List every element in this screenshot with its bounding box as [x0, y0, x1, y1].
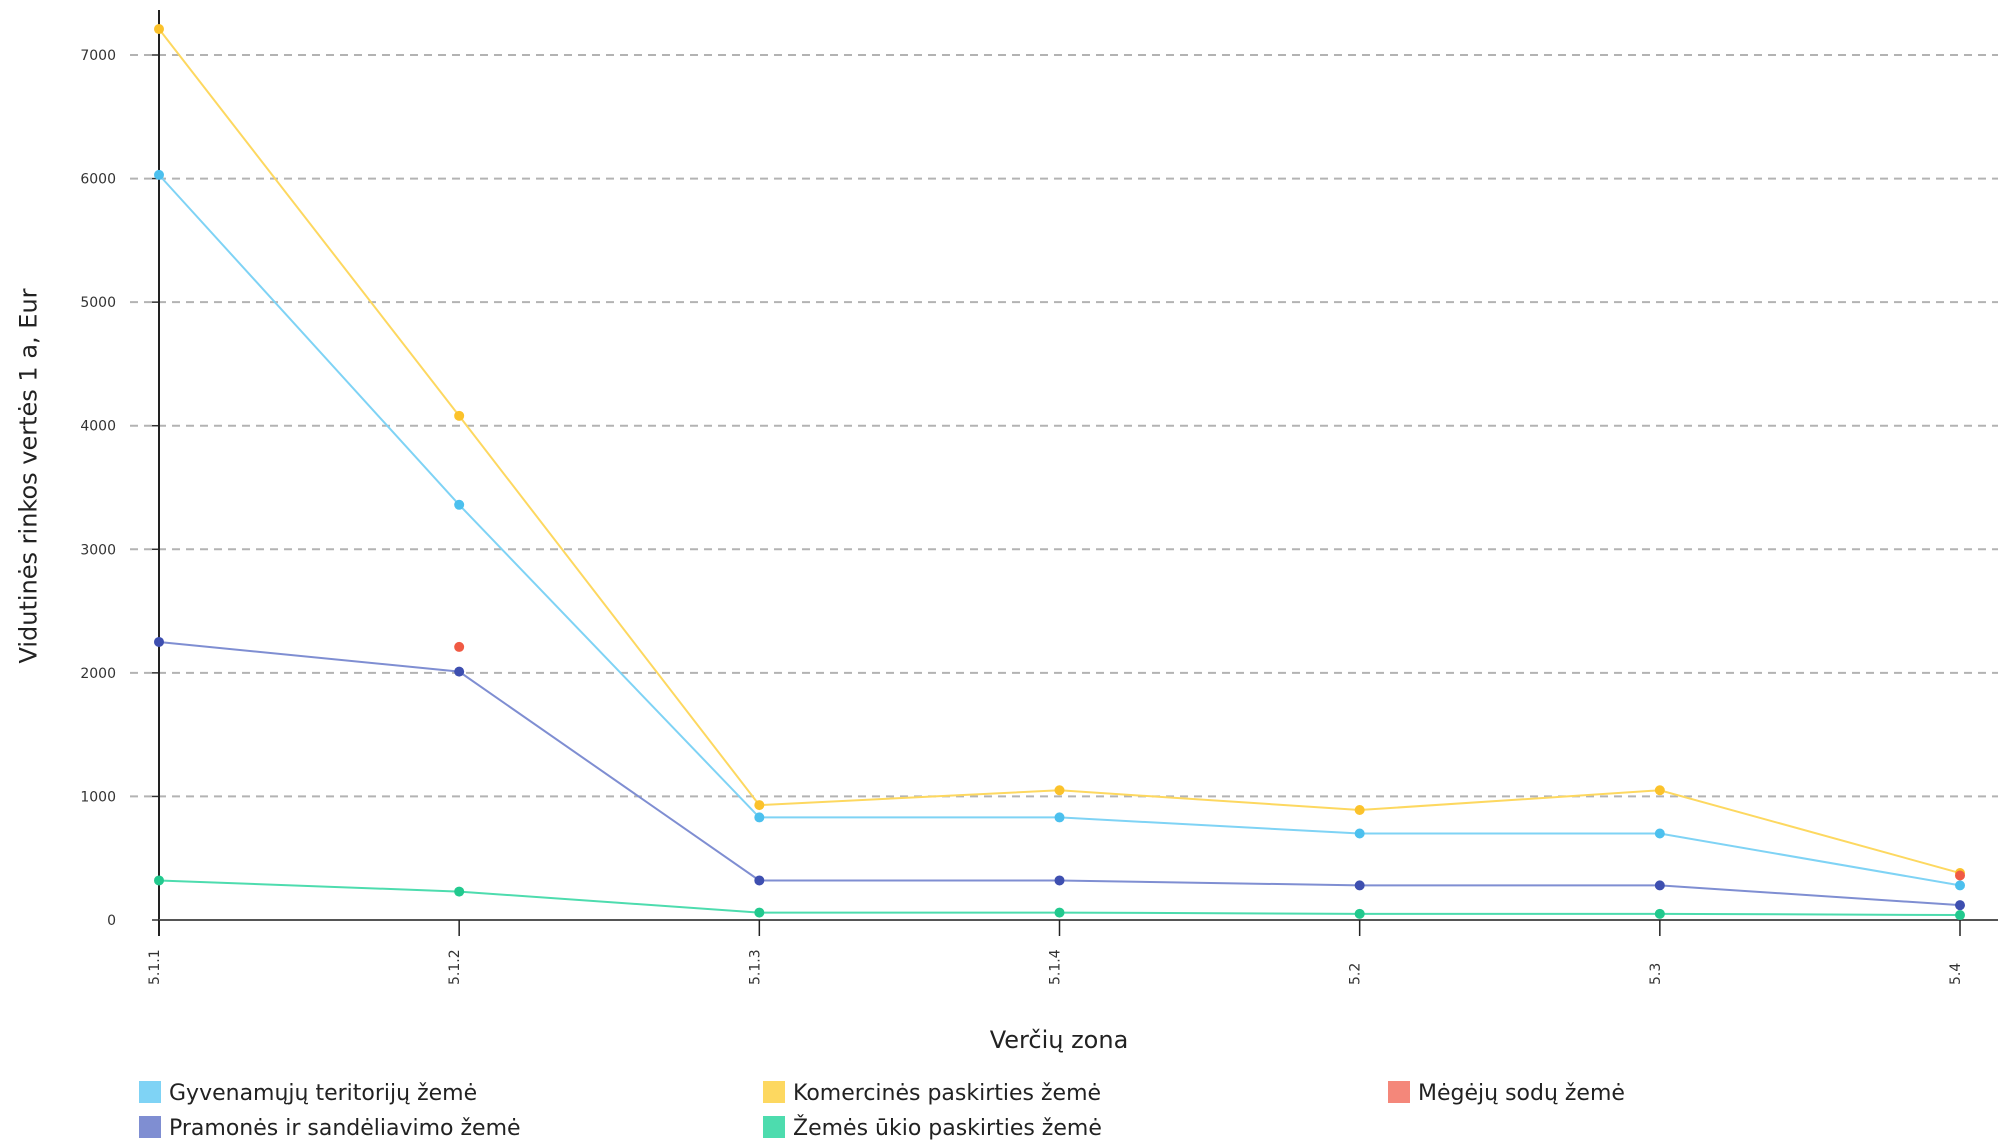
- legend-label: Mėgėjų sodų žemė: [1418, 1081, 1625, 1106]
- data-point: [154, 636, 164, 647]
- legend-label: Komercinės paskirties žemė: [793, 1081, 1101, 1106]
- axes: 0 1000 2000 3000 4000 5000 6000 7000 5.1.1 5.1.2 5…: [80, 10, 1998, 985]
- y-tick-label: 4000: [80, 419, 116, 435]
- legend-item: Žemės ūkio paskirties žemė: [763, 1115, 1102, 1141]
- series-komercin-s-paskirties-em: [154, 24, 1965, 879]
- data-point: [1654, 908, 1665, 919]
- y-tick-label: 2000: [80, 666, 116, 682]
- x-tick-label: 5.1.1: [147, 949, 163, 985]
- data-point: [454, 666, 465, 677]
- series-pramon-s-ir-sand-liavimo-em: [154, 636, 1965, 911]
- legend-item: Gyvenamųjų teritorijų žemė: [139, 1081, 477, 1106]
- x-tick-label: 5.2: [1348, 963, 1364, 985]
- data-point: [754, 875, 765, 886]
- data-point: [1054, 812, 1065, 823]
- y-tick-label: 7000: [80, 48, 116, 64]
- legend-label: Žemės ūkio paskirties žemė: [793, 1115, 1102, 1141]
- grid: [130, 54, 1998, 798]
- legend-swatch: [1388, 1081, 1410, 1103]
- x-tick-label: 5.1.3: [747, 949, 763, 985]
- legend-item: Komercinės paskirties žemė: [763, 1081, 1101, 1106]
- series-gyvenam-j-teritorij-em: [154, 169, 1965, 891]
- series-line: [158, 28, 1961, 875]
- series-em-s-kio-paskirties-em: [154, 875, 1965, 921]
- y-tick-label: 6000: [80, 172, 116, 188]
- legend-label: Gyvenamųjų teritorijų žemė: [169, 1081, 477, 1106]
- series-line: [158, 640, 1961, 907]
- legend-label: Pramonės ir sandėliavimo žemė: [169, 1116, 521, 1141]
- data-point: [1054, 907, 1065, 918]
- legend-swatch: [139, 1116, 161, 1138]
- data-point: [154, 24, 164, 35]
- data-point: [1354, 828, 1365, 839]
- data-point: [154, 169, 164, 180]
- legend-swatch: [763, 1116, 785, 1138]
- data-point: [754, 907, 765, 918]
- data-point: [454, 499, 465, 510]
- data-point: [1054, 875, 1065, 886]
- x-tick-label: 5.1.2: [447, 949, 463, 985]
- series-line: [158, 174, 1961, 887]
- x-tick-label: 5.3: [1648, 963, 1664, 985]
- legend-swatch: [763, 1081, 785, 1103]
- data-point: [1354, 805, 1365, 816]
- y-tick-label: 3000: [80, 542, 116, 558]
- y-axis-title: Vidutinės rinkos vertės 1 a, Eur: [14, 288, 42, 663]
- data-point: [454, 410, 465, 421]
- data-point: [1654, 828, 1665, 839]
- data-point: [454, 641, 465, 652]
- data-point: [1654, 785, 1665, 796]
- legend-item: Mėgėjų sodų žemė: [1388, 1081, 1625, 1106]
- data-point: [1054, 785, 1065, 796]
- series: [154, 24, 1965, 921]
- data-point: [1955, 880, 1965, 891]
- data-point: [754, 800, 765, 811]
- legend: Gyvenamųjų teritorijų žemė Komercinės pas…: [139, 1081, 1625, 1141]
- x-tick-label: 5.4: [1948, 963, 1964, 985]
- data-point: [1354, 908, 1365, 919]
- data-point: [754, 812, 765, 823]
- legend-item: Pramonės ir sandėliavimo žemė: [139, 1116, 521, 1141]
- y-tick-label: 1000: [80, 789, 116, 805]
- x-axis-title: Verčių zona: [990, 1026, 1129, 1054]
- data-point: [1955, 910, 1965, 921]
- y-tick-label: 0: [107, 913, 116, 929]
- x-tick-label: 5.1.4: [1048, 949, 1064, 985]
- data-point: [154, 875, 164, 886]
- data-point: [1955, 900, 1965, 911]
- data-point: [454, 886, 465, 897]
- series-m-g-j-sod-em: [454, 641, 1965, 881]
- data-point: [1654, 880, 1665, 891]
- data-point: [1955, 870, 1965, 881]
- data-point: [1354, 880, 1365, 891]
- legend-swatch: [139, 1081, 161, 1103]
- y-tick-label: 5000: [80, 295, 116, 311]
